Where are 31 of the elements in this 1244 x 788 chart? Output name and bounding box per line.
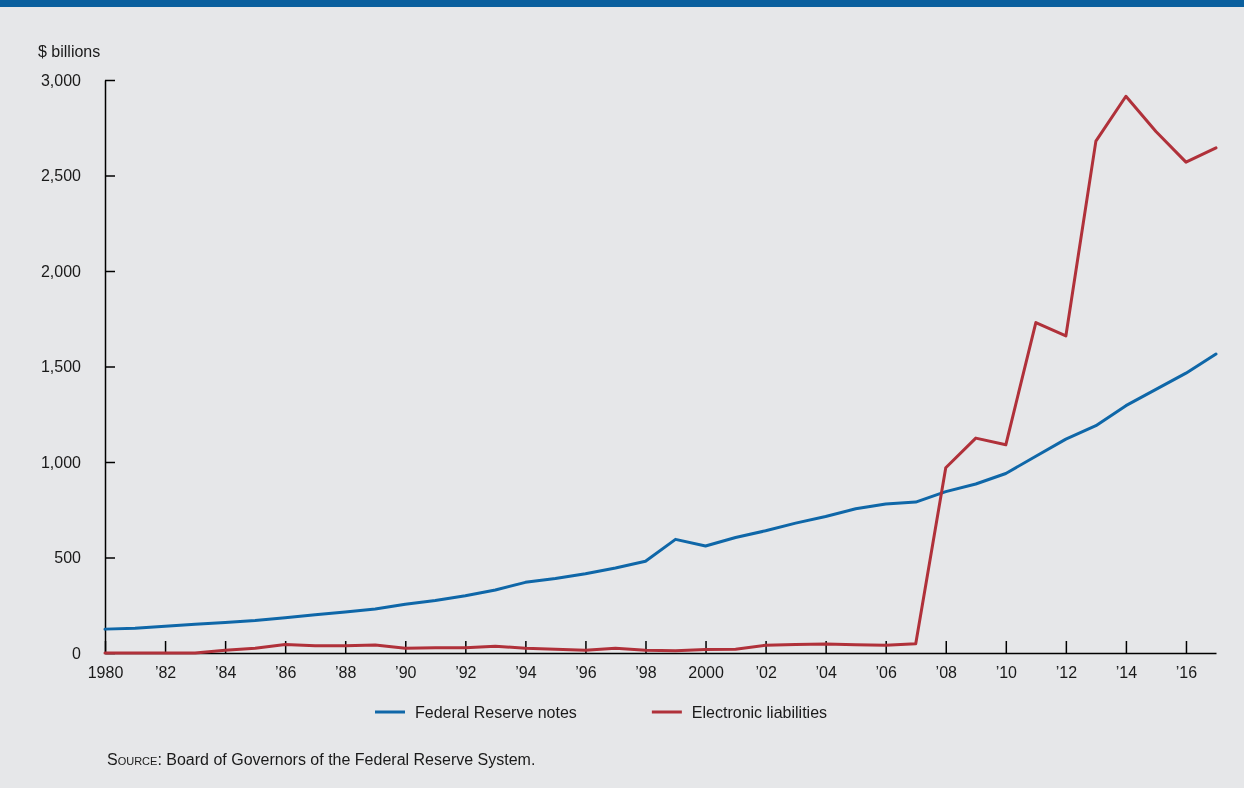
x-tick-label: ’92 [455,664,477,682]
y-tick-label: 2,500 [40,167,82,185]
x-tick-label: ’10 [995,664,1018,682]
x-tick-label: ’08 [935,664,958,682]
y-tick-label: 0 [72,644,82,662]
x-tick-label: ’96 [575,664,597,682]
y-axis-title: $ billions [38,43,101,60]
source-note: Source: Board of Governors of the Federal Reserve System. [107,751,536,768]
x-tick-label: ’06 [875,664,897,682]
x-tick-label: ’14 [1115,664,1138,682]
x-tick-label: ’16 [1175,664,1198,682]
y-tick-label: 500 [54,549,82,567]
x-tick-label: ’02 [755,664,777,682]
y-tick-label: 1,000 [40,453,82,471]
x-tick-label: ’90 [395,664,417,682]
x-tick-label: ’86 [274,664,297,682]
x-tick-label: ’94 [515,664,537,682]
y-tick-label: 3,000 [40,71,82,89]
legend-label: Electronic liabilities [691,704,828,721]
x-tick-label: 1980 [87,664,124,682]
x-tick-label: ’84 [214,664,237,682]
line-series [103,352,1218,631]
x-tick-label: ’98 [635,664,657,682]
y-tick-label: 1,500 [40,358,82,376]
x-tick-label: ’88 [335,664,357,682]
y-tick-label: 2,000 [40,262,82,280]
x-tick-label: ’12 [1055,664,1078,682]
x-tick-label: 2000 [688,664,724,682]
x-tick-label: ’04 [815,664,837,682]
legend-label: Federal Reserve notes [415,704,577,721]
x-tick-label: ’82 [154,664,177,682]
